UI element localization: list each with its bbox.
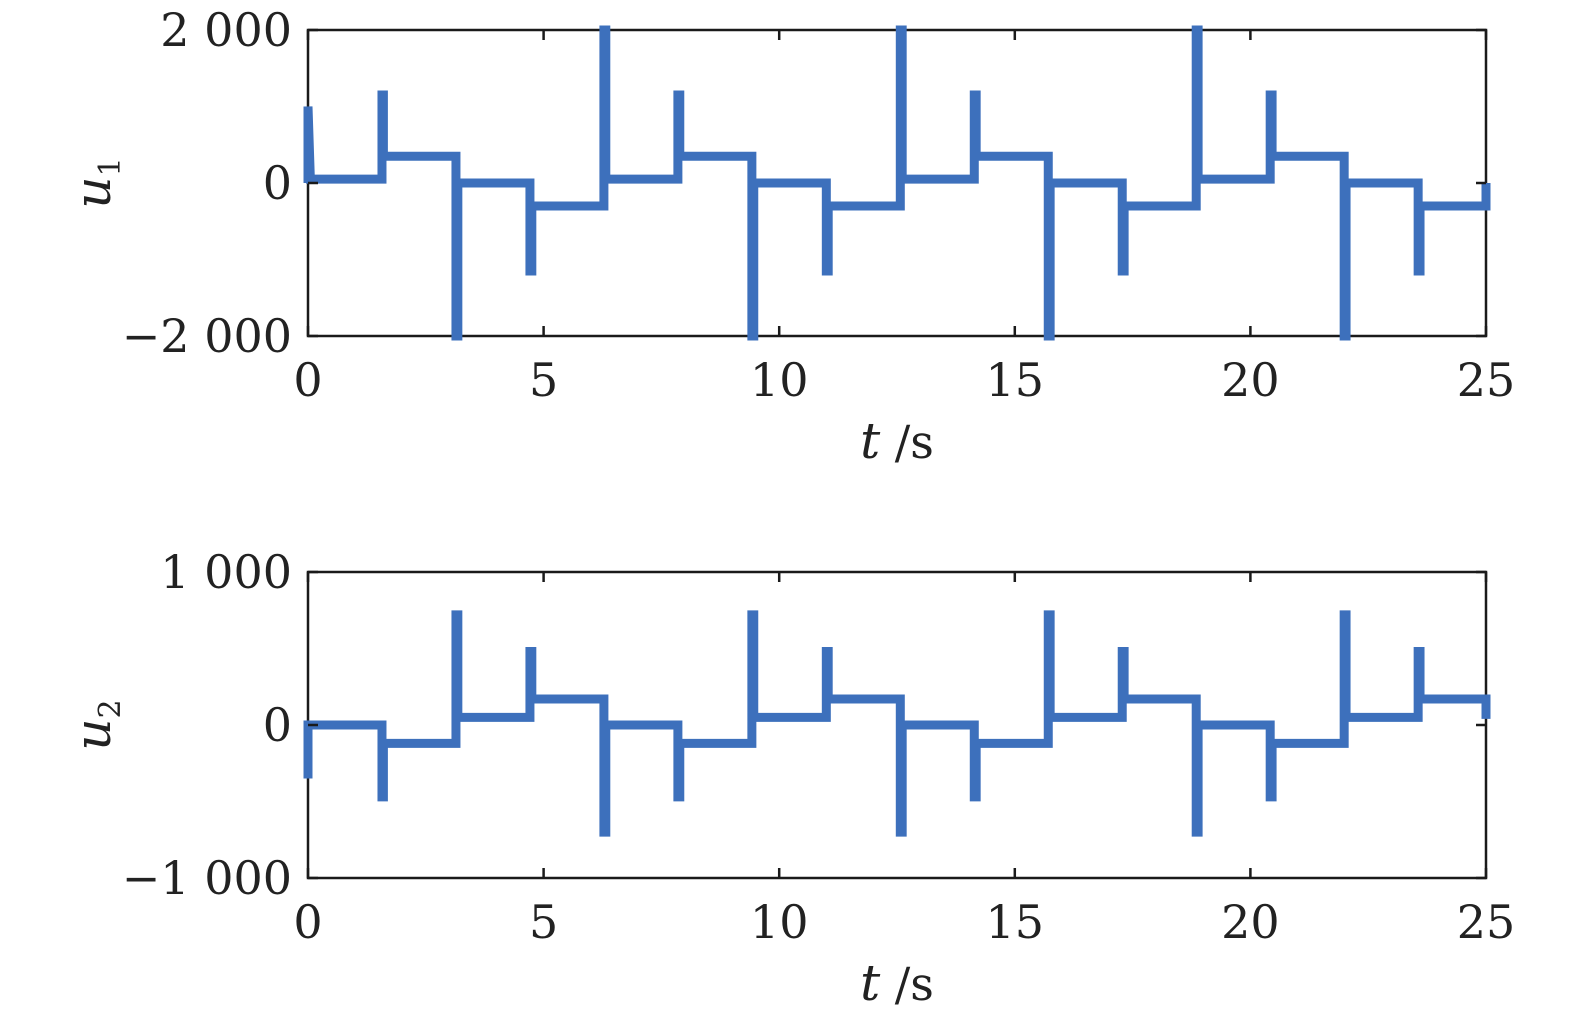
x-tick-label-u1-3: 15 (986, 353, 1045, 407)
y-tick-label-u1-1: 0 (263, 156, 292, 210)
x-tick-label-u1-0: 0 (293, 353, 322, 407)
x-axis-label-var-u2: t (860, 954, 881, 1012)
y-ticks-u2: −1 000 0 1 000 (122, 545, 1486, 905)
x-tick-label-u2-1: 5 (529, 895, 558, 949)
x-axis-label-var-u1: t (860, 412, 881, 470)
x-tick-label-u2-2: 10 (750, 895, 809, 949)
y-tick-label-u1-0: −2 000 (122, 309, 292, 363)
x-tick-label-u1-5: 25 (1457, 353, 1516, 407)
y-axis-label-var-u2: u (64, 718, 122, 750)
series-line-u1-0 (303, 25, 1491, 341)
y-axis-label-sub-u1: 1 (93, 157, 128, 176)
x-ticks-u1: 0 5 10 15 20 25 (293, 30, 1515, 407)
x-axis-label-u1: t /s (860, 412, 934, 470)
y-tick-label-u2-1: 0 (263, 698, 292, 752)
x-tick-label-u1-2: 10 (750, 353, 809, 407)
x-tick-label-u2-4: 20 (1221, 895, 1280, 949)
x-axis-label-unit-u2: /s (880, 957, 934, 1011)
series-layer-u2 (303, 610, 1491, 837)
x-tick-label-u1-4: 20 (1221, 353, 1280, 407)
y-axis-label-u1: u1 (64, 157, 128, 208)
y-axis-label-u2: u2 (64, 699, 128, 750)
series-layer-u1 (303, 25, 1491, 341)
x-tick-label-u2-3: 15 (986, 895, 1045, 949)
y-tick-label-u2-0: −1 000 (122, 851, 292, 905)
y-axis-label-var-u1: u (64, 176, 122, 208)
x-tick-label-u2-0: 0 (293, 895, 322, 949)
series-line-u2-0 (303, 610, 1491, 837)
y-tick-label-u2-2: 1 000 (160, 545, 292, 599)
x-axis-label-unit-u1: /s (880, 415, 934, 469)
y-ticks-u1: −2 000 0 2 000 (122, 3, 1486, 363)
x-ticks-u2: 0 5 10 15 20 25 (293, 572, 1515, 949)
x-axis-label-u2: t /s (860, 954, 934, 1012)
x-tick-label-u2-5: 25 (1457, 895, 1516, 949)
x-tick-label-u1-1: 5 (529, 353, 558, 407)
y-axis-label-sub-u2: 2 (93, 699, 128, 718)
y-tick-label-u1-2: 2 000 (160, 3, 292, 57)
